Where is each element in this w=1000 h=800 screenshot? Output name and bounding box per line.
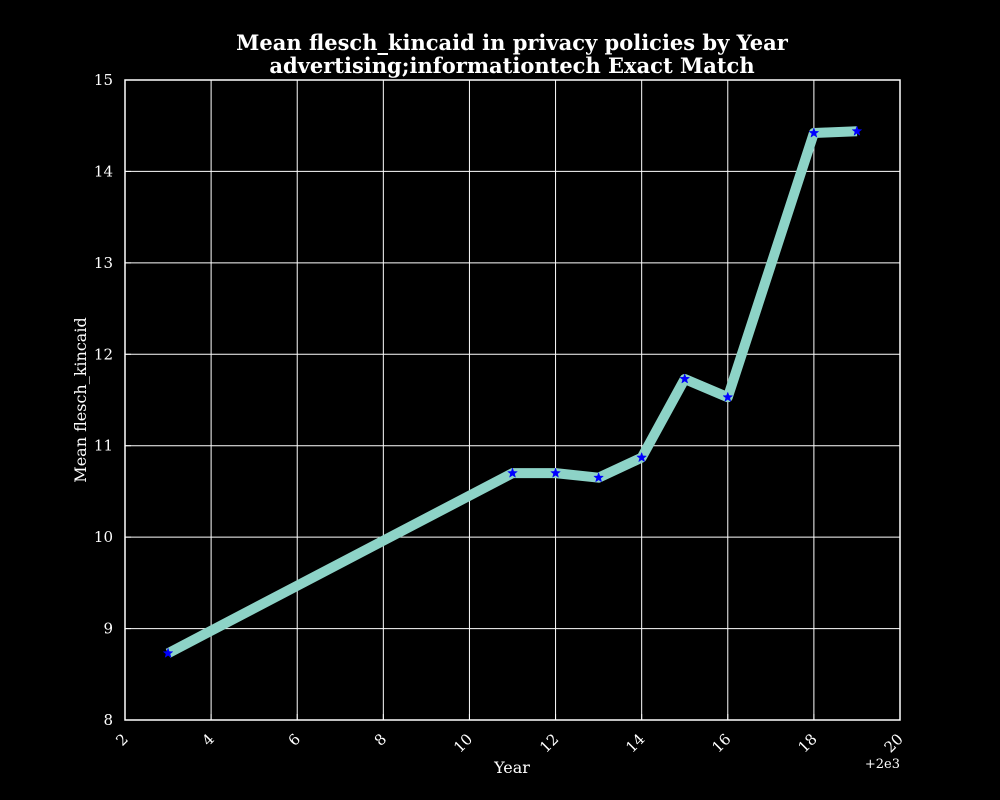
chart-title: Mean flesch_kincaid in privacy policies … — [236, 30, 789, 55]
data-point-marker — [679, 373, 691, 384]
y-axis-ticks: 8 9 10 11 12 13 14 15 — [94, 71, 131, 729]
x-tick-label: 14 — [622, 730, 648, 756]
x-tick-label: 6 — [285, 730, 304, 749]
chart-subtitle: advertising;informationtech Exact Match — [269, 53, 754, 78]
y-tick-label: 12 — [94, 345, 113, 363]
data-point-marker — [851, 125, 863, 136]
y-tick-label: 10 — [94, 528, 113, 546]
y-tick-label: 8 — [103, 711, 113, 729]
x-axis-offset-label: +2e3 — [865, 757, 900, 772]
series-line — [165, 126, 858, 658]
x-tick-label: 20 — [881, 730, 907, 756]
data-point-marker — [808, 127, 820, 138]
grid-lines — [124, 79, 901, 721]
data-point-marker — [722, 391, 734, 402]
data-point-marker — [550, 467, 561, 478]
y-tick-label: 11 — [94, 437, 113, 455]
y-tick-label: 9 — [103, 620, 113, 638]
y-tick-label: 14 — [94, 162, 113, 180]
plot-area-frame — [124, 79, 901, 721]
x-tick-label: 12 — [536, 730, 562, 756]
x-tick-label: 8 — [371, 730, 390, 749]
y-axis-label: Mean flesch_kincaid — [71, 317, 90, 482]
x-tick-label: 4 — [198, 730, 217, 749]
data-series — [165, 126, 858, 658]
data-point-marker — [507, 467, 518, 478]
y-tick-label: 15 — [94, 71, 113, 89]
data-point-marker — [162, 647, 174, 658]
x-tick-label: 10 — [450, 730, 476, 756]
data-point-marker — [636, 451, 648, 463]
data-markers — [162, 125, 863, 658]
x-axis-label: Year — [493, 758, 530, 777]
x-tick-label: 2 — [112, 730, 131, 749]
x-tick-label: 18 — [794, 730, 820, 756]
x-tick-label: 16 — [708, 730, 734, 756]
y-tick-label: 13 — [94, 254, 113, 272]
data-point-marker — [593, 471, 605, 483]
